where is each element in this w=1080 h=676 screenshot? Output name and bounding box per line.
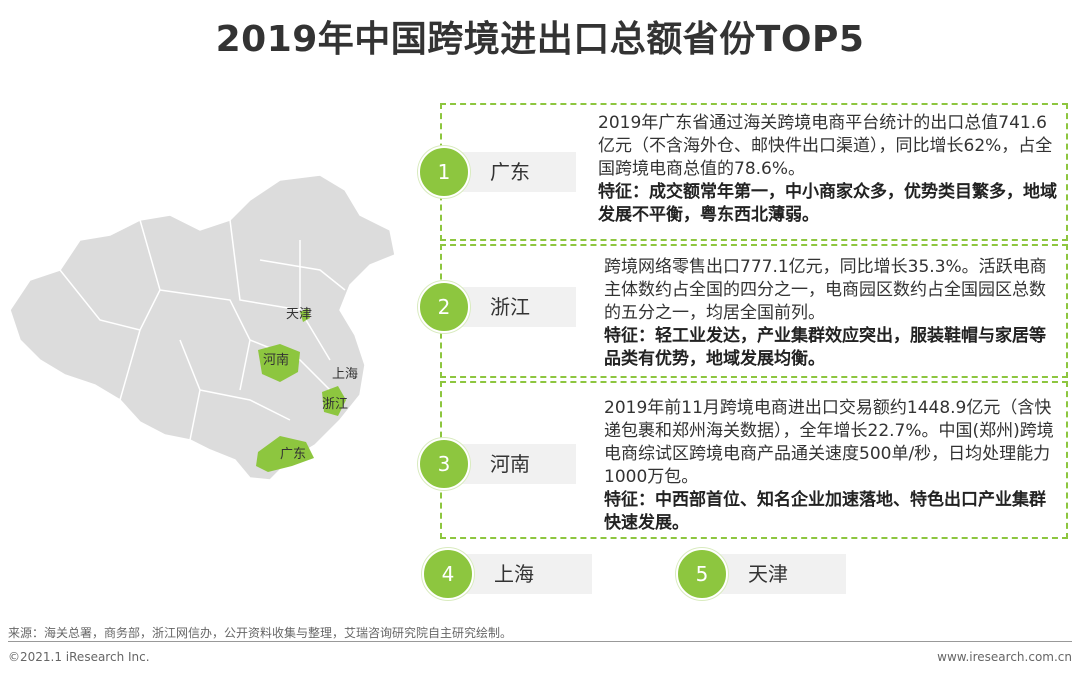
rank-4-name: 上海 — [462, 554, 592, 594]
rank-5-badge: 天津 5 — [676, 548, 856, 600]
copyright-text: ©2021.1 iResearch Inc. — [8, 650, 150, 664]
province-guangdong — [256, 436, 314, 472]
map-label-zhejiang: 浙江 — [322, 397, 348, 412]
rank-3-desc-text: 2019年前11月跨境电商进出口交易额约1448.9亿元（含快递包裹和郑州海关数… — [604, 398, 1054, 487]
province-zhejiang — [322, 386, 346, 416]
source-note: 来源：海关总署，商务部，浙江网信办，公开资料收集与整理，艾瑞咨询研究院自主研究绘… — [8, 626, 513, 640]
rank-3-number: 3 — [418, 438, 470, 490]
rank-2-badge: 浙江 2 — [418, 281, 578, 333]
rank-1-description: 2019年广东省通过海关跨境电商平台统计的出口总值741.6亿元（不含海外仓、邮… — [598, 112, 1060, 227]
map-label-tianjin: 天津 — [286, 307, 312, 322]
rank-1-badge: 广东 1 — [418, 146, 578, 198]
rank-4-badge: 上海 4 — [422, 548, 602, 600]
map-label-shanghai: 上海 — [332, 367, 358, 382]
china-map-outline — [9, 174, 396, 481]
china-map: 天津 河南 上海 浙江 广东 — [9, 174, 396, 481]
rank-2-feature: 特征：轻工业发达，产业集群效应突出，服装鞋帽与家居等品类有优势，地域发展均衡。 — [604, 326, 1046, 369]
rank-3-badge: 河南 3 — [418, 438, 578, 490]
province-tianjin — [300, 308, 310, 322]
rank-2-description: 跨境网络零售出口777.1亿元，同比增长35.3%。活跃电商主体数约占全国的四分… — [604, 256, 1058, 371]
province-borders — [59, 219, 346, 441]
rank-1-name: 广东 — [458, 152, 576, 192]
rank-1-desc-text: 2019年广东省通过海关跨境电商平台统计的出口总值741.6亿元（不含海外仓、邮… — [598, 113, 1053, 179]
rank-2-name: 浙江 — [458, 287, 576, 327]
page-title: 2019年中国跨境进出口总额省份TOP5 — [215, 19, 865, 60]
map-label-guangdong: 广东 — [280, 447, 306, 462]
rank-3-feature: 特征：中西部首位、知名企业加速落地、特色出口产业集群快速发展。 — [604, 490, 1046, 533]
rank-3-description: 2019年前11月跨境电商进出口交易额约1448.9亿元（含快递包裹和郑州海关数… — [604, 397, 1058, 535]
rank-5-number: 5 — [676, 548, 728, 600]
rank-1-number: 1 — [418, 146, 470, 198]
rank-3-name: 河南 — [458, 444, 576, 484]
rank-2-desc-text: 跨境网络零售出口777.1亿元，同比增长35.3%。活跃电商主体数约占全国的四分… — [604, 257, 1047, 323]
rank-2-number: 2 — [418, 281, 470, 333]
rank-1-feature: 特征：成交额常年第一，中小商家众多，优势类目繁多，地域发展不平衡，粤东西北薄弱。 — [598, 182, 1057, 225]
province-henan — [258, 344, 300, 382]
website-link[interactable]: www.iresearch.com.cn — [937, 650, 1072, 664]
rank-4-number: 4 — [422, 548, 474, 600]
rank-5-name: 天津 — [716, 554, 846, 594]
map-label-henan: 河南 — [263, 352, 289, 368]
footer-divider — [8, 641, 1072, 642]
